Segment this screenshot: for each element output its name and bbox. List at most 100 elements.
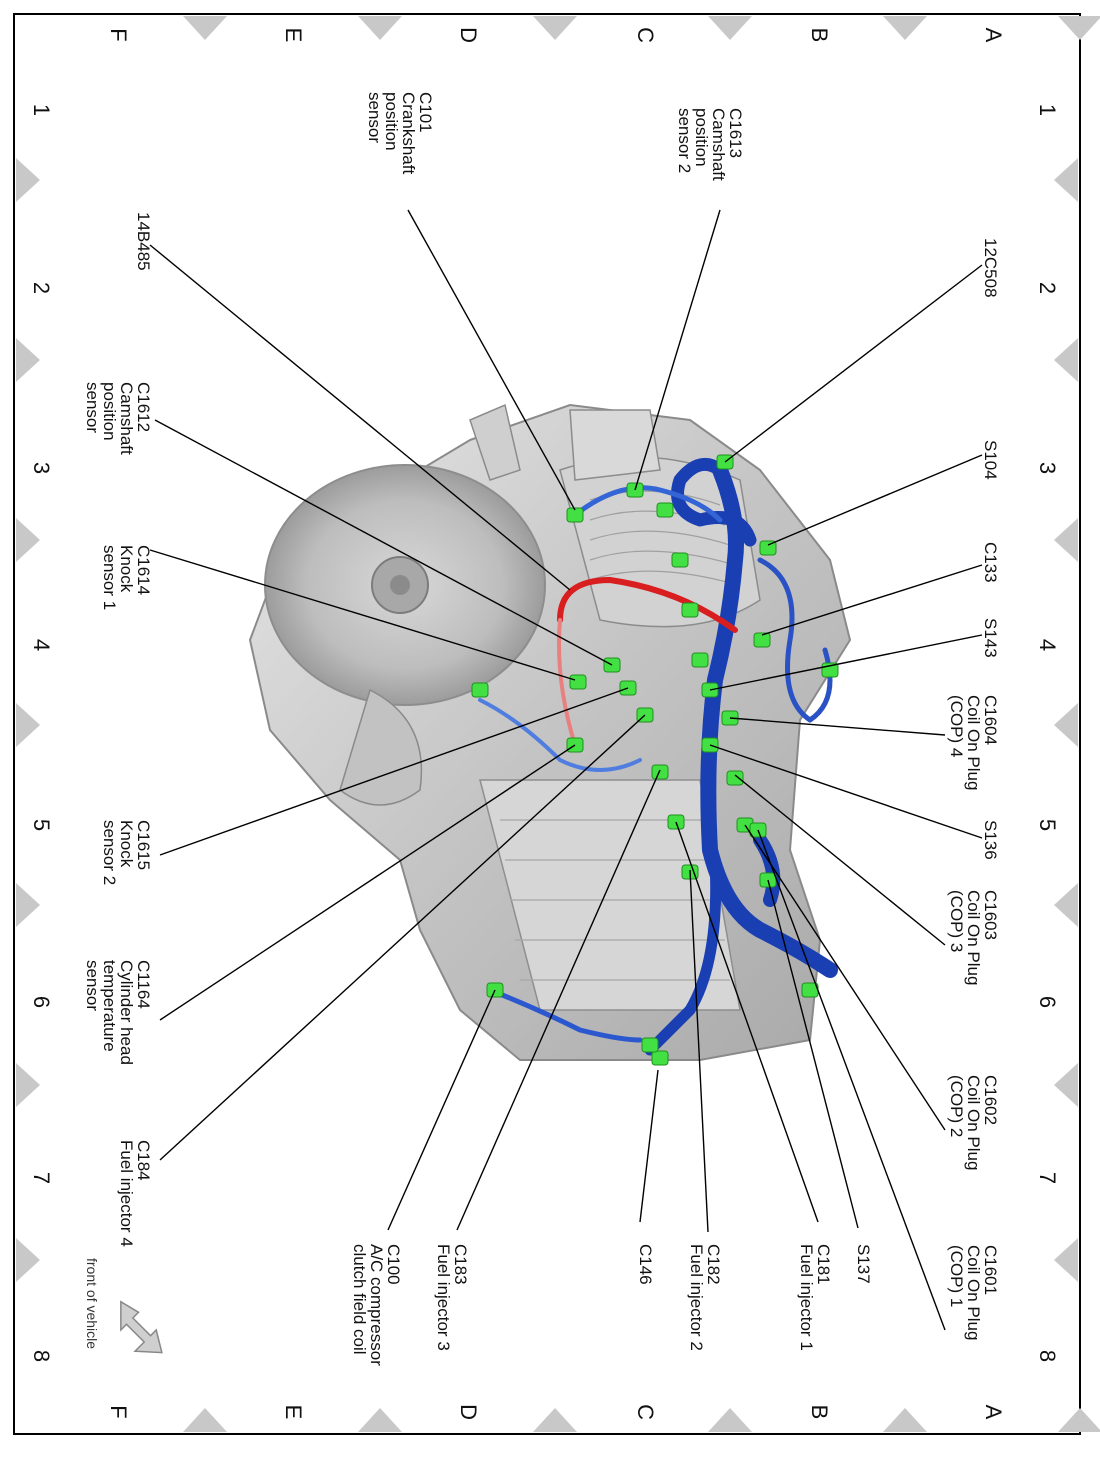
connector-24: [681, 602, 699, 618]
label-c184-line-1: Fuel injector 4: [117, 1140, 136, 1247]
label-s143: S143: [981, 618, 1000, 658]
connector-23: [671, 552, 689, 568]
grid-col-right-7: 7: [1035, 1172, 1060, 1184]
grid-marker-left-5: [16, 1063, 40, 1107]
connector-17: [651, 1050, 669, 1066]
grid-marker-bottom-5: [1058, 1408, 1100, 1432]
grid-marker-right-6: [1054, 1238, 1078, 1282]
grid-row-bottom-D: D: [456, 1404, 481, 1420]
front-arrow-icon: [120, 1300, 163, 1354]
grid-marker-bottom-1: [358, 1408, 402, 1432]
grid-row-bottom-A: A: [981, 1405, 1006, 1420]
grid-row-top-B: B: [807, 28, 832, 43]
cylinder-head: [479, 779, 741, 1011]
grid-col-left-5: 5: [29, 819, 54, 831]
label-c146: C146: [636, 1244, 655, 1285]
grid-marker-left-6: [16, 1238, 40, 1282]
grid-marker-left-3: [16, 703, 40, 747]
label-c1601-line-1: Coil On Plug: [964, 1245, 983, 1340]
label-c101-line-3: sensor: [365, 92, 384, 143]
label-c1164-line-2: temperature: [100, 960, 119, 1052]
grid-marker-left-0: [16, 158, 40, 202]
grid-col-right-2: 2: [1035, 282, 1060, 294]
diagram-frame: [13, 13, 1081, 1435]
grid-row-top-F: F: [106, 28, 131, 41]
label-s137-line-0: S137: [854, 1244, 873, 1284]
connector-3: [759, 540, 777, 556]
grid-col-left-3: 3: [29, 462, 54, 474]
grid-marker-top-5: [1058, 16, 1100, 40]
label-c133-line-0: C133: [981, 542, 1000, 583]
label-c1602-line-0: C1602: [981, 1075, 1000, 1125]
label-c1612-line-0: C1612: [134, 382, 153, 432]
label-c1602-line-1: Coil On Plug: [964, 1075, 983, 1170]
grid-marker-left-4: [16, 883, 40, 927]
label-c1604-line-0: C1604: [981, 695, 1000, 745]
grid-marker-top-4: [883, 16, 927, 40]
grid-row-top-A: A: [981, 28, 1006, 43]
grid-col-left-6: 6: [29, 996, 54, 1008]
label-c100-line-2: clutch field coil: [350, 1244, 369, 1355]
label-c1601-line-2: (COP) 1: [947, 1245, 966, 1307]
label-c1613-line-0: C1613: [726, 108, 745, 158]
label-c1604-line-1: Coil On Plug: [964, 695, 983, 790]
label-c1164-line-1: Cylinder head: [117, 960, 136, 1065]
label-c181-line-1: Fuel injector 1: [797, 1244, 816, 1351]
grid-marker-bottom-0: [183, 1408, 227, 1432]
label-c1612-line-1: Camshaft: [117, 382, 136, 455]
grid-marker-left-2: [16, 518, 40, 562]
grid-col-right-8: 8: [1035, 1350, 1060, 1362]
grid-col-right-6: 6: [1035, 996, 1060, 1008]
label-c182-line-0: C182: [704, 1244, 723, 1285]
label-c1602-line-2: (COP) 2: [947, 1075, 966, 1137]
label-c1614-line-1: Knock: [117, 545, 136, 593]
connector-1: [566, 507, 584, 523]
grid-col-right-5: 5: [1035, 819, 1060, 831]
grid-col-left-2: 2: [29, 282, 54, 294]
grid-row-bottom-E: E: [281, 1405, 306, 1420]
connector-4: [753, 632, 771, 648]
grid-col-left-1: 1: [29, 104, 54, 116]
grid-col-left-4: 4: [29, 639, 54, 651]
label-c1615-line-0: C1615: [134, 820, 153, 870]
label-c1613-line-2: position: [692, 108, 711, 167]
label-c1601-line-0: C1601: [981, 1245, 1000, 1295]
label-s136-line-0: S136: [981, 820, 1000, 860]
grid-marker-top-0: [183, 16, 227, 40]
connector-22: [656, 502, 674, 518]
grid-marker-bottom-4: [883, 1408, 927, 1432]
grid-row-bottom-F: F: [106, 1405, 131, 1418]
label-c1603-line-2: (COP) 3: [947, 890, 966, 952]
label-c182-line-1: Fuel injector 2: [687, 1244, 706, 1351]
label-c183-line-0: C183: [451, 1244, 470, 1285]
connector-29: [641, 1037, 659, 1053]
grid-col-right-3: 3: [1035, 462, 1060, 474]
label-14b485: 14B485: [134, 212, 153, 271]
grid-marker-right-2: [1054, 518, 1078, 562]
grid-col-left-7: 7: [29, 1172, 54, 1184]
grid-marker-bottom-2: [533, 1408, 577, 1432]
label-c181-line-0: C181: [814, 1244, 833, 1285]
label-c101-line-2: position: [382, 92, 401, 151]
label-c1164-line-3: sensor: [83, 960, 102, 1011]
grid-col-left-8: 8: [29, 1350, 54, 1362]
front-of-vehicle-indicator: front of vehicle: [84, 1258, 163, 1354]
label-s104-line-0: S104: [981, 440, 1000, 480]
label-s143-line-0: S143: [981, 618, 1000, 658]
label-c1612-line-2: position: [100, 382, 119, 441]
label-12c508: 12C508: [981, 238, 1000, 298]
label-c1615-line-2: sensor 2: [100, 820, 119, 885]
grid-markers: [16, 16, 1100, 1432]
grid-col-right-4: 4: [1035, 639, 1060, 651]
label-c1612-line-3: sensor: [83, 382, 102, 433]
label-12c508-line-0: 12C508: [981, 238, 1000, 298]
